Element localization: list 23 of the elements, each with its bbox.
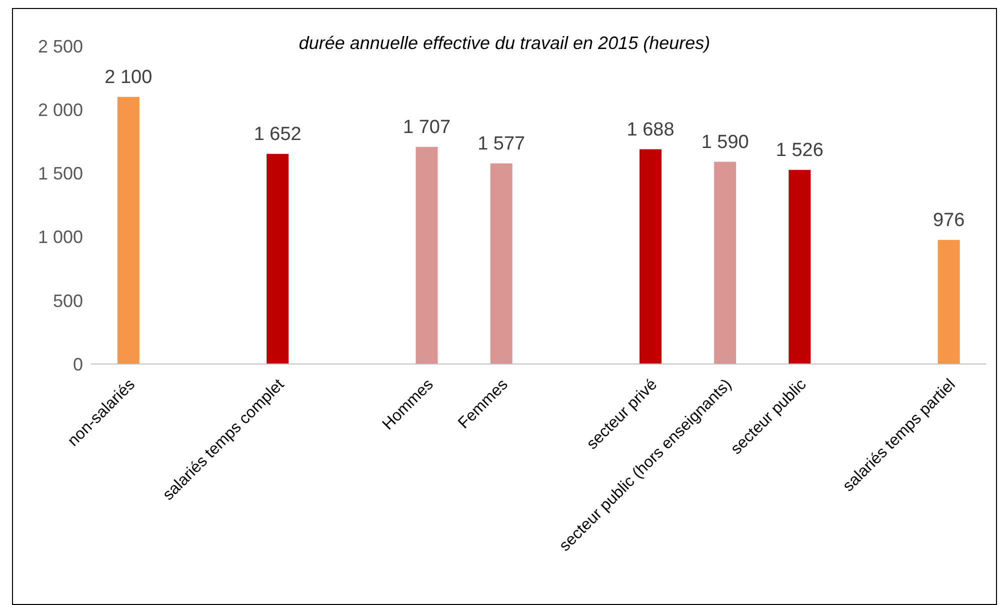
bar: [117, 96, 140, 364]
data-label: 1 526: [776, 140, 824, 161]
bar: [714, 162, 736, 364]
y-tick-label: 0: [72, 354, 83, 374]
bar: [416, 146, 438, 364]
data-label: 1 652: [254, 124, 302, 145]
chart-title: durée annuelle effective du travail en 2015 (heures): [298, 33, 710, 53]
data-label: 2 100: [104, 66, 152, 88]
data-label: 1 590: [701, 132, 749, 153]
bar: [938, 240, 960, 364]
data-label: 976: [932, 210, 965, 231]
data-label: 1 577: [478, 133, 526, 154]
bar: [490, 163, 512, 364]
y-tick-label: 1 500: [38, 164, 83, 184]
bar: [640, 149, 662, 364]
y-tick-label: 1 000: [38, 227, 83, 248]
y-tick-label: 2 500: [38, 36, 83, 56]
y-tick-label: 2 000: [38, 100, 83, 120]
data-label: 1 688: [626, 119, 674, 140]
y-tick-label: 500: [52, 290, 83, 311]
bar: [266, 154, 289, 364]
data-label: 1 707: [402, 116, 451, 138]
bar: [788, 170, 811, 364]
